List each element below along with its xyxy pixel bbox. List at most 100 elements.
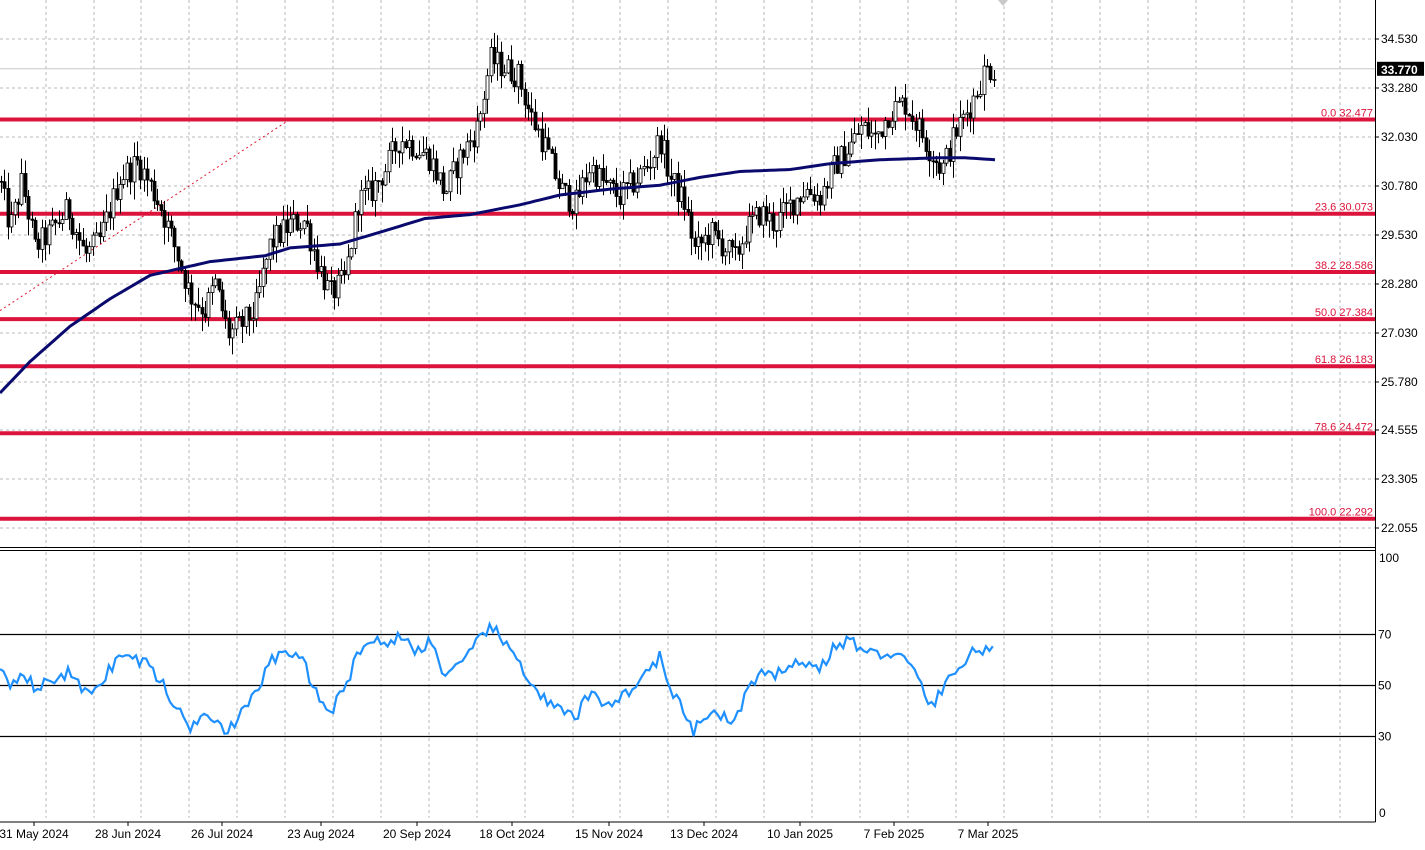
candle-body [485,75,490,100]
price-tick-label: 25.780 [1381,375,1418,389]
candle-body [876,131,881,135]
candle-body [628,172,633,184]
rsi-level-label: 70 [1378,628,1392,642]
candle-body [910,115,915,122]
candle-body [665,139,670,177]
candle-body [519,64,524,90]
candle-body [720,238,725,257]
candle-body [934,160,939,164]
candle-body [40,227,45,250]
candle-body [659,135,664,155]
candle-body [757,207,762,226]
candle-body [737,246,742,255]
candle-body [305,220,310,225]
candle-body [349,248,354,258]
candle-body [370,180,375,201]
candle-body [679,186,684,203]
candle-body [346,256,351,276]
candle-body [829,163,834,189]
chart-shift-marker[interactable] [998,0,1008,6]
candle-body [353,211,358,249]
price-tick-label: 29.530 [1381,228,1418,242]
candle-body [19,173,24,205]
rsi-level-box [1377,729,1397,744]
candle-body [295,214,300,231]
label-layer: 0.0 32.477 23.6 30.073 38.2 28.586 50.0 27.… [0,32,1424,841]
candle-body [9,214,14,228]
rsi-axis-bottom-label: 0 [1379,806,1386,820]
candle-body [336,274,341,299]
candle-body [33,219,38,240]
candle-body [213,278,218,287]
candle-body [210,285,215,293]
candle-body [383,171,388,186]
candle-body [77,232,82,241]
candle-body [713,222,718,232]
candle-body [818,194,823,206]
candle-body [319,266,324,272]
candle-body [992,79,997,81]
candle-body [676,172,681,203]
candle-body [747,216,752,243]
candle-body [978,94,983,97]
candle-body [342,270,347,276]
candle-body [417,154,422,159]
candle-body [941,162,946,174]
candle-body [2,181,7,189]
rsi-level-label: 50 [1378,679,1392,693]
candle-body [642,166,647,170]
candle-body [567,185,572,212]
price-tick-label: 23.305 [1381,472,1418,486]
candle-body [771,213,776,231]
candle-body [50,219,55,226]
candle-body [546,137,551,150]
candle-body [812,194,817,202]
candle-body [591,165,596,174]
candle-body [655,135,660,158]
candle-body [764,206,769,222]
rsi-level-label: 30 [1378,730,1392,744]
candle-body [451,161,456,172]
candle-body [196,304,201,308]
candle-body [166,220,171,228]
candle-body [968,112,973,119]
candle-body [142,168,147,181]
candle-body [380,180,385,186]
candle-body [149,179,154,182]
candle-body [886,120,891,128]
candle-body [254,292,259,320]
candle-body [937,162,942,174]
candle-body [6,187,11,228]
candle-body [251,318,256,321]
candle-body [268,238,273,260]
candle-body [944,147,949,164]
candle-body [458,149,463,179]
candle-body [971,95,976,119]
candle-body [60,219,65,224]
candle-body [373,180,378,201]
time-tick-label: 7 Feb 2025 [864,827,925,841]
candle-body [856,133,861,135]
candle-body [87,246,92,254]
candle-body [390,141,395,151]
candle-body [108,211,113,219]
candle-body [183,269,188,289]
candle-body [873,132,878,135]
candle-body [431,158,436,172]
candle-body [499,51,504,77]
candle-body [410,139,415,157]
candle-body [689,211,694,239]
fib-level-label: 38.2 28.586 [1315,260,1373,272]
candle-body [706,234,711,245]
candle-body [557,178,562,190]
candle-body [774,230,779,232]
candle-body [404,141,409,148]
fib-level-label: 78.6 24.472 [1315,421,1373,433]
candle-body [917,118,922,131]
candle-body [961,113,966,118]
candle-body [57,222,62,225]
candle-body [839,146,844,174]
candle-body [240,316,245,327]
